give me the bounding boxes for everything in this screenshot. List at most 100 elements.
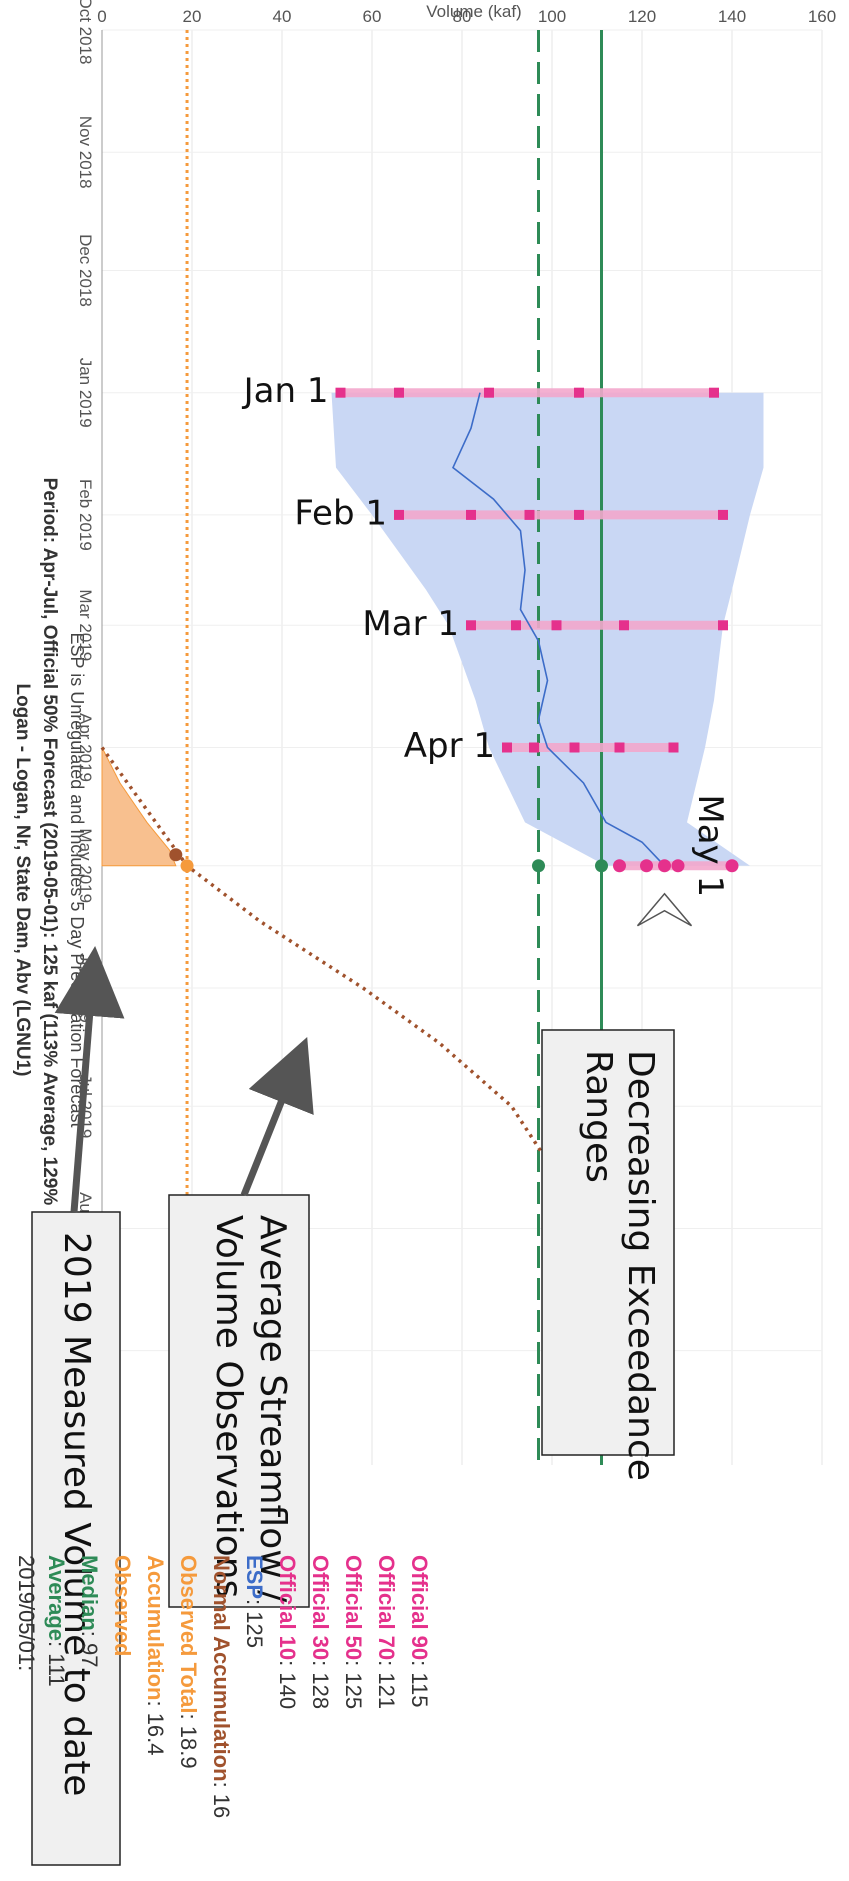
average-point xyxy=(595,859,608,873)
legend-item: Average: 111 xyxy=(44,1555,69,1687)
legend-item-value: : 140 xyxy=(275,1660,300,1709)
legend-item-label: Median xyxy=(77,1555,102,1631)
median-point xyxy=(532,859,545,873)
official-30-point xyxy=(614,742,625,753)
legend-item-value: : 128 xyxy=(308,1660,333,1709)
official-10-point xyxy=(725,859,739,873)
measured-arrow xyxy=(54,946,125,1213)
official-90-point xyxy=(335,387,346,398)
month-annotation: Jan 1 xyxy=(242,371,329,411)
legend-item-value: : 16 xyxy=(209,1782,234,1819)
legend-item-value: : 115 xyxy=(407,1660,432,1707)
legend-item-label: ESP xyxy=(242,1555,267,1599)
x-tick-label: May 2019 xyxy=(76,828,95,903)
chart-subtitle: Period: Apr-Jul, Official 50% Forecast (… xyxy=(39,478,60,1283)
official-50-point xyxy=(551,620,562,631)
legend-item-label: Official 30 xyxy=(308,1555,333,1660)
observed-accumulation-point xyxy=(169,848,183,862)
official-30-point xyxy=(619,620,629,631)
y-axis-label: Volume (kaf) xyxy=(426,2,521,21)
legend-item-label: Observed Total xyxy=(176,1555,201,1714)
y-tick-label: 100 xyxy=(538,7,566,26)
official-70-point xyxy=(394,387,404,398)
legend-item-label: Official 50 xyxy=(341,1555,366,1660)
legend-item-value: : 18.9 xyxy=(176,1714,201,1769)
month-annotation-may: May 1 xyxy=(690,794,730,897)
legend-item-value: : 16.4 xyxy=(143,1700,168,1755)
official-30-point xyxy=(574,509,584,520)
legend-item: Official 50: 125 xyxy=(341,1555,366,1709)
observed-accumulation-area xyxy=(101,747,177,867)
legend-item: Official 30: 128 xyxy=(308,1555,333,1709)
legend-item-label: Accumulation xyxy=(143,1555,168,1700)
legend-item: Official 70: 121 xyxy=(374,1555,399,1709)
legend-item: Accumulation: 16.4 xyxy=(143,1555,168,1756)
official-90-point xyxy=(466,620,476,631)
official-50-point xyxy=(484,387,494,398)
month-annotation: Feb 1 xyxy=(294,493,387,533)
measured-callout-text: 2019 Measured Volume to date xyxy=(56,1232,97,1796)
official-70-point xyxy=(466,509,476,520)
decreasing-callout-arrow xyxy=(636,892,693,927)
decreasing-callout-line1: Decreasing Exceedance xyxy=(620,1050,661,1481)
legend-item-value: : 121 xyxy=(374,1660,399,1709)
observed-total-point xyxy=(180,859,194,873)
legend-item-label: Normal Accumulation xyxy=(209,1555,234,1782)
official-70-point xyxy=(640,859,653,873)
month-annotation: Apr 1 xyxy=(404,726,495,766)
legend-item: Observed xyxy=(110,1555,135,1657)
average-obs-arrow xyxy=(240,1037,314,1197)
official-30-point xyxy=(574,387,584,398)
official-70-point xyxy=(529,742,539,753)
official-90-point xyxy=(613,859,626,873)
legend-item: ESP: 125 xyxy=(242,1555,267,1648)
legend-item: Official 90: 115 xyxy=(407,1555,432,1707)
x-tick-label: Apr 2019 xyxy=(76,713,95,782)
official-50-point xyxy=(524,509,535,520)
average-obs-callout-line2: Volume Observations xyxy=(208,1215,249,1598)
normal-accumulation-line xyxy=(100,746,603,1230)
legend-item-value: : 125 xyxy=(341,1660,366,1709)
x-tick-label: Nov 2018 xyxy=(76,116,95,189)
x-tick-label: Feb 2019 xyxy=(76,479,95,551)
y-tick-label: 20 xyxy=(183,7,202,26)
average-obs-callout-box xyxy=(168,1194,310,1608)
y-tick-label: 160 xyxy=(808,7,836,26)
official-30-point xyxy=(671,859,685,873)
average-obs-callout-line1: Average Streamflow / xyxy=(252,1215,293,1603)
legend-item-label: Average xyxy=(44,1555,69,1641)
official-50-point xyxy=(569,742,580,753)
y-tick-label: 140 xyxy=(718,7,746,26)
official-10-point xyxy=(668,742,679,753)
x-tick-label: Mar 2019 xyxy=(76,589,95,661)
official-10-point xyxy=(718,620,728,631)
legend-item: Official 10: 140 xyxy=(275,1555,300,1709)
legend-item-label: Official 10 xyxy=(275,1555,300,1660)
legend-item-value: : 97 xyxy=(77,1631,102,1668)
legend-item: Normal Accumulation: 16 xyxy=(209,1555,234,1818)
legend-date: 2019/05/01: xyxy=(14,1555,39,1671)
y-tick-label: 40 xyxy=(273,7,292,26)
x-tick-label: Dec 2018 xyxy=(76,234,95,307)
official-10-point xyxy=(718,509,728,520)
decreasing-callout-box xyxy=(541,1029,675,1456)
legend-item: Observed Total: 18.9 xyxy=(176,1555,201,1769)
legend-item-label: Observed xyxy=(110,1555,135,1657)
x-tick-label: Oct 2018 xyxy=(76,0,95,65)
legend-item-label: Official 90 xyxy=(407,1555,432,1660)
official-90-point xyxy=(502,742,512,753)
legend-item-value: : 125 xyxy=(242,1599,267,1648)
x-tick-label: Jan 2019 xyxy=(76,358,95,428)
y-tick-label: 80 xyxy=(453,7,472,26)
esp-trace-line xyxy=(452,392,666,867)
month-annotation: Mar 1 xyxy=(362,604,459,644)
y-tick-label: 120 xyxy=(628,7,656,26)
legend-item-label: Official 70 xyxy=(374,1555,399,1660)
official-10-point xyxy=(709,387,719,398)
decreasing-callout-line2: Ranges xyxy=(578,1050,619,1183)
y-tick-label: 60 xyxy=(363,7,382,26)
official-50-point xyxy=(658,859,671,873)
